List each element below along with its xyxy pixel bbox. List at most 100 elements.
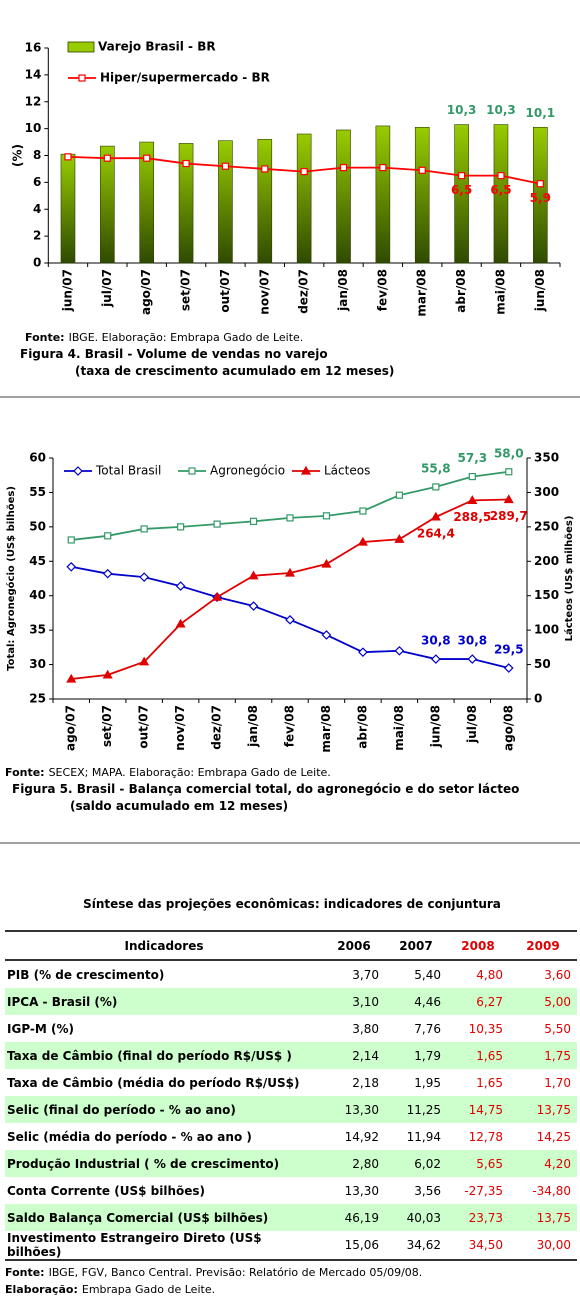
y-tick-label: 16 <box>25 41 42 55</box>
bar <box>218 140 233 264</box>
x-tick-label: dez/07 <box>297 269 311 314</box>
x-tick-label: jul/07 <box>100 269 114 308</box>
cell: 1,65 <box>447 1042 509 1069</box>
marker <box>357 536 368 546</box>
x-tick-label: dez/07 <box>210 705 224 750</box>
x-tick-label: mai/08 <box>392 705 406 751</box>
value-label: 6,5 <box>451 183 472 197</box>
cell: -27,35 <box>464 1183 503 1198</box>
marker <box>140 525 148 533</box>
table-row: Investimento Estrangeiro Direto (US$ bil… <box>5 1231 577 1261</box>
marker <box>139 572 150 582</box>
bar <box>257 139 273 264</box>
bar <box>414 126 430 264</box>
bar <box>139 141 155 264</box>
marker <box>175 581 186 591</box>
cell: 1,79 <box>385 1042 447 1069</box>
source-label: Fonte: <box>5 766 45 779</box>
marker <box>339 163 348 172</box>
value-label: 55,8 <box>421 461 451 475</box>
table: Indicadores 2006 2007 2008 2009 PIB (% de cr… <box>5 930 577 1261</box>
row-label: Taxa de Câmbio (final do período R$/US$ … <box>5 1042 323 1069</box>
row-label: Selic (final do período - % ao ano) <box>5 1096 323 1123</box>
cell: 3,56 <box>414 1183 441 1198</box>
y-tick-label: 8 <box>33 148 41 162</box>
marker <box>139 656 150 666</box>
bar <box>336 129 351 264</box>
bar <box>296 133 312 264</box>
source-text: IBGE. Elaboração: Embrapa Gado de Leite. <box>68 331 304 344</box>
legend-marker <box>78 74 86 82</box>
table-row: IGP-M (%) 3,80 7,76 10,35 5,50 <box>5 1015 577 1042</box>
cell: 6,27 <box>447 988 509 1015</box>
cell: 15,06 <box>323 1231 385 1261</box>
marker <box>430 654 441 664</box>
x-tick-label: set/07 <box>100 705 114 747</box>
y-axis-title: (%) <box>11 144 25 167</box>
value-label: 6,5 <box>490 183 511 197</box>
separator <box>0 842 580 844</box>
legend-marker <box>188 467 196 475</box>
cell: 4,46 <box>385 988 447 1015</box>
source-text: IBGE, FGV, Banco Central. Previsão: Rela… <box>48 1266 423 1279</box>
marker <box>143 154 151 162</box>
cell: 40,03 <box>385 1204 447 1231</box>
cell: 4,80 <box>476 967 503 982</box>
cell: 13,75 <box>509 1096 577 1123</box>
marker <box>322 512 331 520</box>
cell: 1,65 <box>476 1075 503 1090</box>
marker <box>395 491 403 499</box>
cell: 1,95 <box>414 1075 441 1090</box>
header-cell: 2007 <box>385 930 447 961</box>
x-tick-label: ago/08 <box>501 705 515 751</box>
cell: 3,60 <box>544 967 571 982</box>
marker <box>467 495 478 504</box>
cell: 23,73 <box>447 1204 509 1231</box>
cell: 13,30 <box>344 1183 379 1198</box>
marker <box>67 536 75 544</box>
cell: 3,70 <box>352 967 379 982</box>
marker <box>177 523 185 531</box>
x-tick-label: out/07 <box>137 705 151 749</box>
row-label: Produção Industrial ( % de crescimento) <box>5 1150 323 1177</box>
header-cell: 2009 <box>509 930 577 961</box>
cell: 6,02 <box>385 1150 447 1177</box>
table-row: Conta Corrente (US$ bilhões) 13,30 3,56 -27… <box>5 1177 577 1204</box>
y-tick-label: 35 <box>29 623 46 637</box>
value-label: 30,8 <box>458 634 488 648</box>
cell: 5,00 <box>509 988 577 1015</box>
legend-label: Lácteos <box>324 464 370 478</box>
marker <box>394 645 405 656</box>
legend-label: Hiper/supermercado - BR <box>100 71 270 85</box>
x-tick-label: ago/07 <box>64 705 78 751</box>
value-label: 10,3 <box>447 103 477 117</box>
y-tick-label: 0 <box>33 256 41 270</box>
row-label: Saldo Balança Comercial (US$ bilhões) <box>5 1204 323 1231</box>
table-title: Síntese das projeções econômicas: indica… <box>83 897 501 911</box>
marker <box>379 163 387 172</box>
x-tick-label: fev/08 <box>375 269 389 311</box>
figure-caption: Figura 5. Brasil - Balança comercial tot… <box>12 782 520 796</box>
marker <box>285 614 295 625</box>
y-axis-title: Total: Agronegócio (US$ bilhões) <box>5 486 17 671</box>
marker <box>213 520 221 528</box>
bar <box>100 145 115 264</box>
cell: 1,75 <box>509 1042 577 1069</box>
legend-marker <box>73 466 83 476</box>
row-label: Selic (média do período - % ao ano ) <box>7 1129 252 1144</box>
cell: 1,70 <box>544 1075 571 1090</box>
x-tick-label: nov/07 <box>257 269 271 315</box>
value-label: 30,8 <box>421 634 451 648</box>
x-tick-label: jul/08 <box>465 705 479 744</box>
y-tick-label: 45 <box>29 554 46 568</box>
row-label: Investimento Estrangeiro Direto (US$ bil… <box>5 1231 323 1261</box>
y-tick-label: 30 <box>29 657 46 671</box>
marker <box>468 472 476 481</box>
header-cell: Indicadores <box>5 930 323 961</box>
footer-credit: Elaboração: Embrapa Gado de Leite. <box>5 1283 215 1296</box>
figure-subcaption: (saldo acumulado em 12 meses) <box>70 799 289 813</box>
marker <box>536 180 544 188</box>
cell: 11,25 <box>385 1096 447 1123</box>
cell: 14,25 <box>536 1129 571 1144</box>
cell: 5,65 <box>447 1150 509 1177</box>
